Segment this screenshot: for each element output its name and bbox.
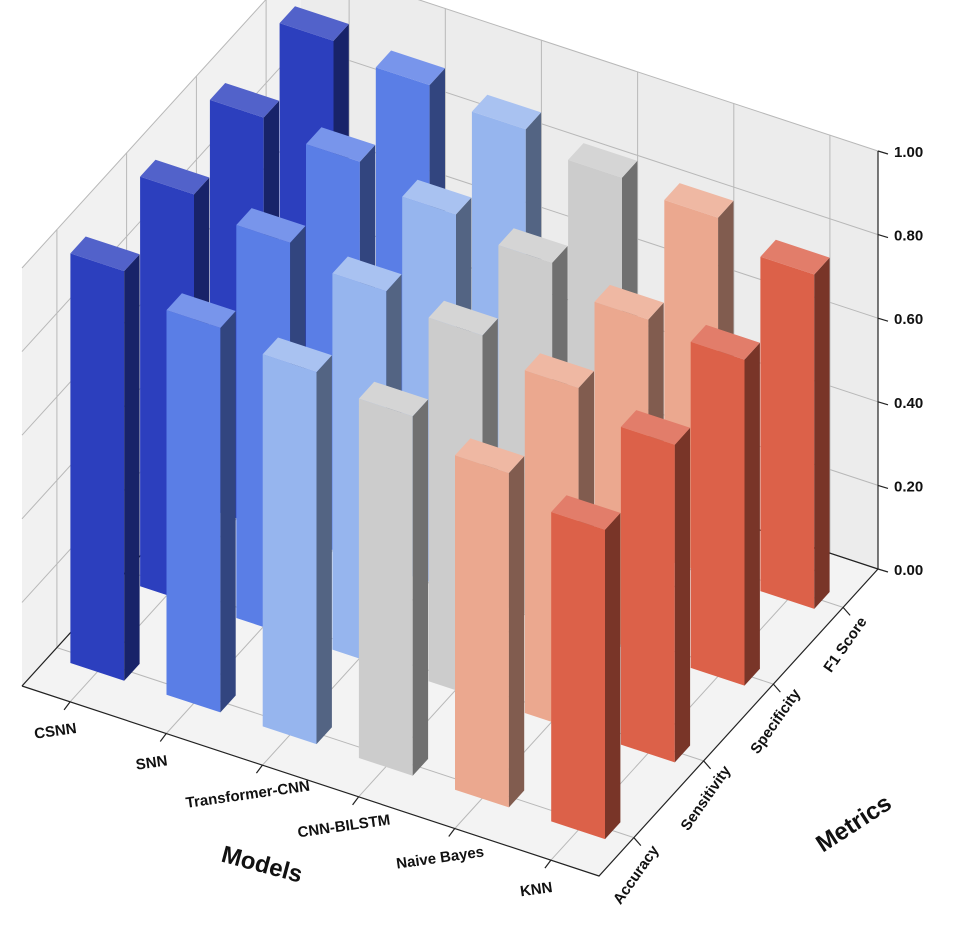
bar-front-face xyxy=(760,256,815,609)
bar-top-face xyxy=(760,239,830,275)
model-tick-mark xyxy=(352,796,360,806)
bar-side-face xyxy=(744,342,760,686)
z-tick-mark xyxy=(877,484,889,489)
model-tick-label: CSNN xyxy=(33,720,77,743)
bar-top-face xyxy=(279,6,349,41)
bar-cnn-bilstm-accuracy xyxy=(358,381,429,776)
bar-top-face xyxy=(524,353,594,388)
bar-side-face xyxy=(412,399,429,776)
bar-front-face xyxy=(620,426,675,763)
chart-bars xyxy=(70,6,830,840)
bar-side-face xyxy=(220,311,236,713)
bar-naive-bayes-accuracy xyxy=(455,438,525,808)
z-tick-mark xyxy=(877,317,889,322)
bar-side-face xyxy=(124,254,140,681)
bar-top-face xyxy=(620,410,691,445)
bar-top-face xyxy=(332,256,402,292)
bar-top-face xyxy=(166,293,236,328)
bar-top-face xyxy=(209,83,280,118)
bar-side-face xyxy=(316,355,332,745)
bar-front-face xyxy=(690,341,745,686)
bar-top-face xyxy=(690,324,760,360)
bar-side-face xyxy=(814,257,830,609)
z-tick-label: 0.60 xyxy=(894,311,923,328)
z-tick-label: 1.00 xyxy=(894,144,923,161)
bar-front-face xyxy=(262,354,317,745)
bar-knn-accuracy xyxy=(551,495,621,840)
bar-top-face xyxy=(375,50,445,86)
bar-front-face xyxy=(551,512,605,840)
metric-tick-mark xyxy=(772,683,781,693)
bar-front-face xyxy=(455,455,509,808)
z-tick-mark xyxy=(877,568,889,573)
model-tick-mark xyxy=(159,733,167,742)
bar-csnn-accuracy xyxy=(70,236,140,681)
floor-edge xyxy=(21,568,879,877)
bar-top-face xyxy=(568,143,638,178)
bar-top-face xyxy=(140,159,210,195)
z-tick-mark xyxy=(877,234,889,239)
metric-tick-mark xyxy=(842,606,851,616)
model-tick-label: KNN xyxy=(519,879,554,900)
z-tick-mark xyxy=(877,150,889,155)
bar-top-face xyxy=(455,438,525,473)
bar-knn-specificity xyxy=(690,324,760,686)
z-tick-label: 0.20 xyxy=(894,478,923,495)
bar-top-face xyxy=(358,381,429,417)
z-tick-label: 0.80 xyxy=(894,228,923,245)
y-axis-title: Metrics xyxy=(811,790,896,858)
bar-front-face xyxy=(70,253,125,681)
bar-top-face xyxy=(498,228,568,263)
model-tick-mark xyxy=(255,764,263,774)
bar-top-face xyxy=(70,236,140,272)
metric-tick-mark xyxy=(633,837,642,847)
z-tick-label: 0.40 xyxy=(894,395,923,412)
bar-snn-accuracy xyxy=(166,293,236,713)
x-axis-title: Models xyxy=(219,841,306,888)
model-tick-label: Naive Bayes xyxy=(395,843,485,872)
bar-front-face xyxy=(166,310,221,713)
bar-knn-sensitivity xyxy=(620,410,691,763)
z-tick-label: 0.00 xyxy=(894,562,923,579)
model-tick-label: SNN xyxy=(135,752,169,773)
bar-top-face xyxy=(306,127,376,162)
model-tick-label: Transformer-CNN xyxy=(185,778,311,812)
model-tick-label: CNN-BILSTM xyxy=(297,811,392,841)
bar-transformer-cnn-accuracy xyxy=(262,337,332,745)
bar-top-face xyxy=(236,208,306,243)
metric-tick-mark xyxy=(703,760,712,770)
model-tick-mark xyxy=(448,828,456,837)
bar-side-face xyxy=(674,427,691,763)
model-tick-mark xyxy=(544,859,552,869)
bar-top-face xyxy=(551,495,621,530)
z-tick-mark xyxy=(877,401,889,406)
bar-knn-f1-score xyxy=(760,239,830,609)
bar-front-face xyxy=(358,398,413,776)
bar-top-face xyxy=(664,183,734,218)
bar-top-face xyxy=(594,284,664,320)
model-tick-mark xyxy=(63,701,71,711)
bar-top-face xyxy=(402,179,472,215)
bar-side-face xyxy=(605,512,621,840)
bar-top-face xyxy=(262,337,332,373)
bar-side-face xyxy=(508,456,525,808)
z-gridline xyxy=(21,0,879,269)
bar-top-face xyxy=(471,94,542,130)
bar-top-face xyxy=(428,300,498,336)
